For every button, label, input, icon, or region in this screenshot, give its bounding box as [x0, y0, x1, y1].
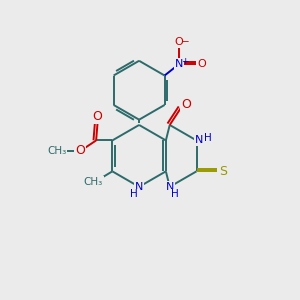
Text: O: O [181, 98, 191, 111]
Text: CH₃: CH₃ [47, 146, 66, 156]
Text: +: + [181, 57, 188, 66]
Text: H: H [171, 189, 179, 199]
Text: H: H [204, 133, 212, 143]
Text: O: O [93, 110, 103, 123]
Text: N: N [166, 182, 174, 192]
Text: −: − [181, 37, 190, 47]
Text: N: N [135, 182, 143, 192]
Text: O: O [75, 144, 85, 157]
Text: S: S [219, 165, 227, 178]
Text: N: N [175, 59, 183, 69]
Text: O: O [197, 59, 206, 69]
Text: O: O [174, 37, 183, 47]
Text: H: H [130, 189, 138, 199]
Text: CH₃: CH₃ [84, 177, 103, 187]
Text: N: N [195, 135, 203, 146]
